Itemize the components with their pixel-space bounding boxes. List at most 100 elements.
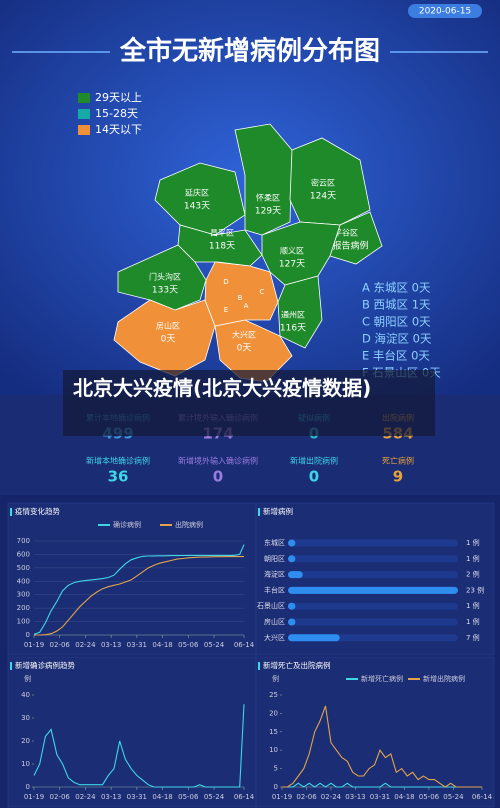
- district-name: 怀柔区: [256, 193, 280, 203]
- legend-label: 出院病例: [175, 520, 203, 529]
- x-tick-label: 04-18: [152, 641, 172, 649]
- bar: [288, 539, 296, 547]
- chart-title: 新增死亡及出院病例: [263, 660, 331, 670]
- legend-label: 29天以上: [95, 91, 142, 104]
- district-name: 顺义区: [280, 247, 304, 256]
- center-label: C: [260, 288, 265, 296]
- district-days: 116天: [280, 324, 306, 334]
- district-days: 143天: [184, 202, 210, 212]
- stat-label: 死亡病例: [382, 456, 414, 466]
- category-label: 朝阳区: [264, 554, 285, 563]
- district-name: 门头沟区: [149, 272, 181, 282]
- value-label: 1 例: [466, 538, 480, 547]
- legend-label: 确诊病例: [113, 520, 141, 529]
- district-list-item: D 海淀区 0天: [362, 332, 432, 346]
- x-tick-label: 02-06: [50, 641, 71, 649]
- y-tick-label: 200: [17, 604, 30, 612]
- date: 2020-06-15: [419, 7, 471, 17]
- stat-label: 新增境外输入确诊病例: [178, 456, 258, 466]
- x-tick-label: 02-06: [50, 793, 71, 801]
- center-label: D: [223, 278, 228, 286]
- y-tick-label: 25: [269, 691, 278, 699]
- legend-swatch: [78, 109, 90, 119]
- x-tick-label: 02-24: [75, 641, 96, 649]
- stat-label: 新增出院病例: [290, 456, 338, 466]
- district-days: 129天: [255, 207, 281, 217]
- district-days: 124天: [310, 192, 336, 202]
- bar: [288, 618, 296, 626]
- district-days: 118天: [209, 242, 235, 252]
- stat-value: 9: [393, 468, 403, 486]
- y-tick-label: 700: [17, 537, 30, 545]
- y-tick-label: 30: [21, 714, 30, 722]
- district: [234, 123, 293, 236]
- district-list-item: E 丰台区 0天: [362, 349, 430, 363]
- x-tick-label: 02-24: [321, 793, 342, 801]
- legend-label: 新增死亡病例: [361, 674, 403, 683]
- bar-track: [288, 571, 458, 579]
- x-tick-label: 06-14: [234, 793, 255, 801]
- y-tick-label: 400: [17, 577, 30, 585]
- legend-label: 14天以下: [95, 123, 142, 136]
- district-name: 通州区: [281, 310, 305, 320]
- series-line: [282, 705, 482, 788]
- y-tick-label: 300: [17, 591, 30, 599]
- x-tick-label: 06-14: [234, 641, 255, 649]
- chart-panel: [7, 656, 257, 808]
- x-tick-label: 05-06: [178, 641, 199, 649]
- x-tick-label: 03-13: [101, 793, 121, 801]
- y-axis-label: 例: [272, 674, 279, 683]
- district-name: 大兴区: [232, 330, 256, 340]
- value-label: 7 例: [466, 633, 480, 642]
- bar-track: [288, 555, 458, 563]
- series-line: [282, 782, 482, 788]
- y-tick-label: 15: [269, 728, 278, 736]
- district: [117, 244, 207, 311]
- legend-label: 15-28天: [95, 107, 138, 120]
- category-label: 东城区: [264, 538, 285, 547]
- bar: [288, 555, 296, 563]
- category-label: 石景山区: [257, 601, 285, 610]
- district: [289, 137, 371, 226]
- caption: 北京大兴疫情(北京大兴疫情数据): [63, 370, 435, 436]
- series-line: [34, 556, 244, 636]
- category-label: 房山区: [264, 617, 285, 626]
- center-label: B: [238, 294, 243, 302]
- district-name: 延庆区: [185, 188, 209, 198]
- stat-value: 36: [108, 468, 129, 486]
- x-tick-label: 03-13: [345, 793, 365, 801]
- title-marker: [10, 508, 12, 516]
- district-name: 平谷区: [334, 229, 358, 238]
- series-line: [33, 704, 245, 788]
- category-label: 大兴区: [264, 633, 285, 642]
- x-tick-label: 04-18: [152, 793, 172, 801]
- stat-value: 0: [213, 468, 223, 486]
- stat-value: 0: [309, 468, 319, 486]
- x-tick-label: 01-19: [24, 793, 44, 801]
- y-tick-label: 20: [269, 709, 278, 717]
- bar: [288, 586, 458, 594]
- district: [214, 319, 293, 383]
- x-tick-label: 03-31: [127, 641, 147, 649]
- x-tick-label: 03-13: [101, 641, 121, 649]
- x-tick-label: 05-24: [443, 793, 464, 801]
- bar: [288, 602, 296, 610]
- bar-track: [288, 539, 458, 547]
- district-days: 127天: [279, 260, 305, 270]
- x-tick-label: 01-19: [24, 641, 44, 649]
- chart-panel: [255, 656, 495, 808]
- legend-swatch: [78, 125, 90, 135]
- x-tick-label: 03-31: [370, 793, 390, 801]
- value-label: 23 例: [466, 585, 484, 594]
- y-tick-label: 5: [274, 765, 278, 773]
- center-label: E: [224, 306, 228, 314]
- city-center: [204, 261, 279, 327]
- x-tick-label: 03-31: [127, 793, 147, 801]
- district-days: 0天: [161, 335, 176, 345]
- center-label: A: [244, 302, 249, 310]
- value-label: 1 例: [466, 554, 480, 563]
- district-name: 昌平区: [210, 229, 234, 238]
- category-label: 丰台区: [264, 585, 285, 594]
- title-marker: [10, 662, 12, 670]
